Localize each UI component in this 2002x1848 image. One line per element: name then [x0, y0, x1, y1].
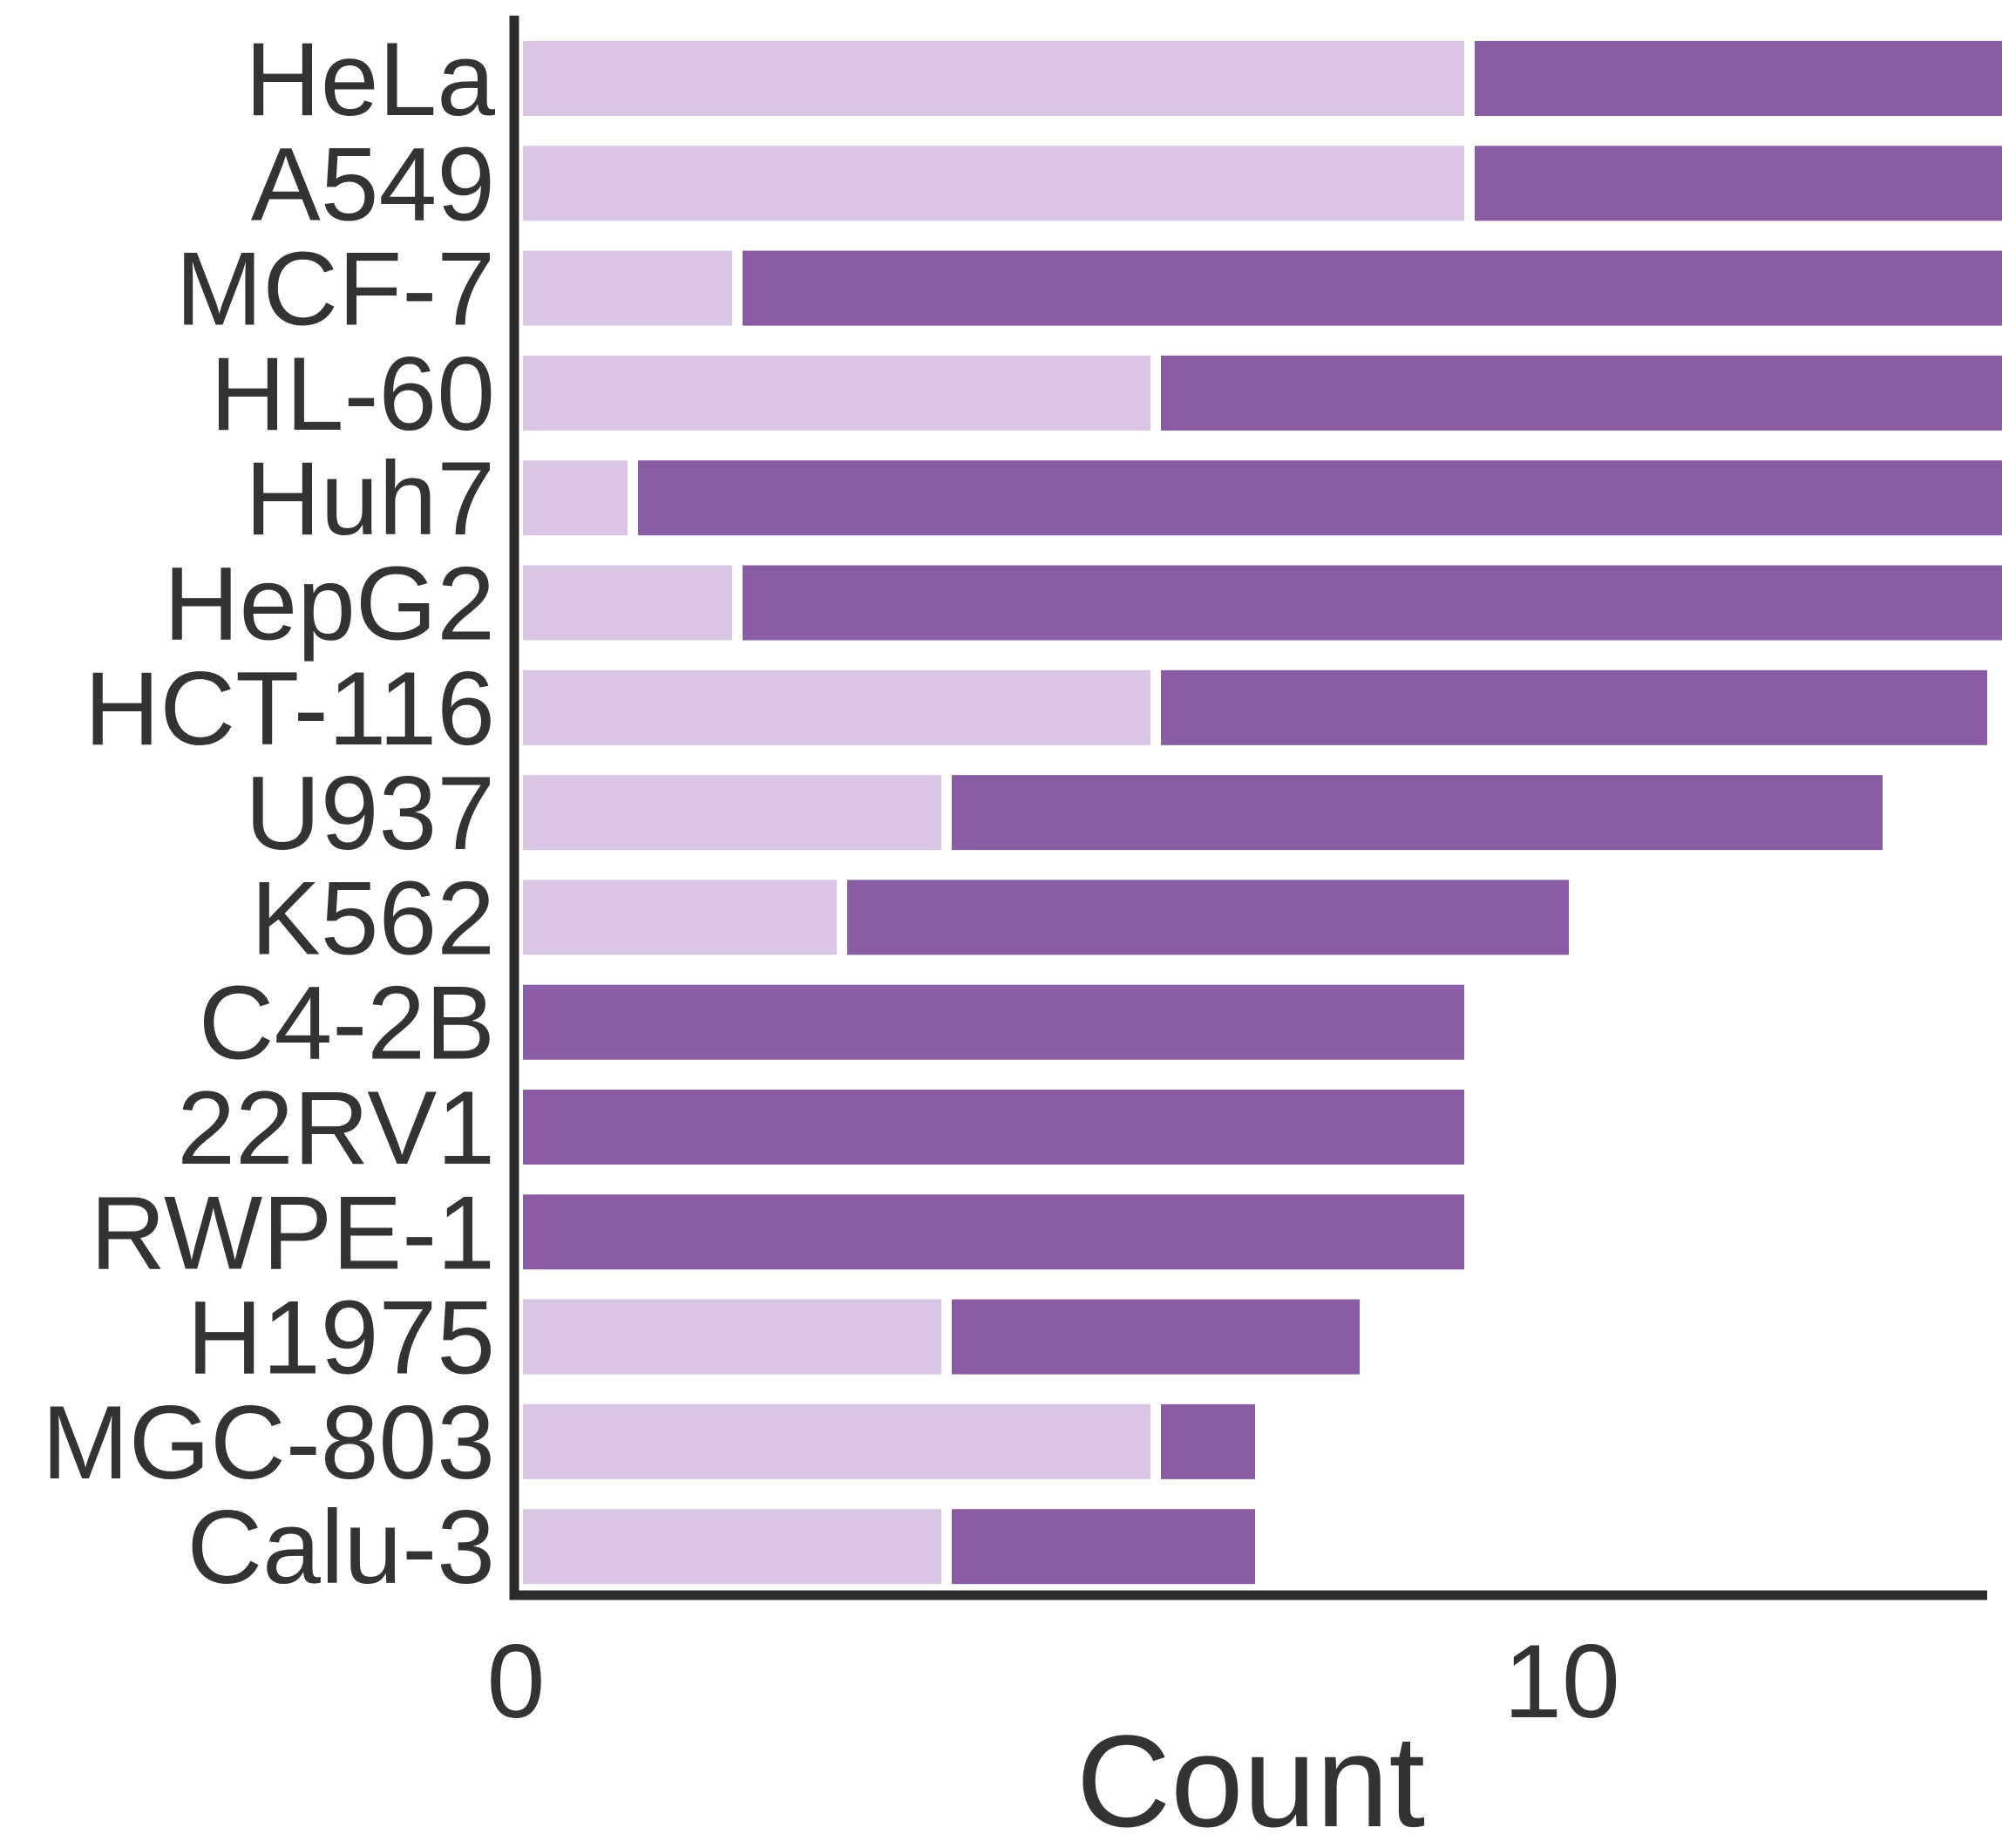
bar-k562-series-2 [847, 880, 1569, 955]
bar-mgc-803-series-1 [523, 1403, 1150, 1479]
bar-h1975-series-1 [523, 1299, 941, 1375]
bars-layer [523, 41, 2002, 1585]
bar-hepg2-series-2 [743, 565, 2002, 641]
bar-hct-116-series-2 [1161, 669, 1987, 745]
bar-hela-series-2 [1475, 41, 2002, 116]
bar-mcf-7-series-1 [523, 250, 732, 326]
category-label-u937: U937 [245, 755, 495, 872]
category-label-mgc-803: MGC-803 [42, 1384, 495, 1501]
bar-c4-2b-series-2 [523, 984, 1464, 1060]
category-label-calu-3: Calu-3 [187, 1489, 496, 1606]
x-axis-title: Count [1076, 1708, 1425, 1848]
category-label-a549: A549 [251, 126, 495, 242]
category-label-rwpe-1: RWPE-1 [90, 1174, 495, 1291]
bar-calu-3-series-2 [952, 1509, 1255, 1585]
category-label-huh7: Huh7 [245, 440, 495, 557]
bar-hl-60-series-2 [1161, 355, 2002, 431]
bar-22rv1-series-2 [523, 1090, 1464, 1165]
category-labels: HeLaA549MCF-7HL-60Huh7HepG2HCT-116U937K5… [42, 21, 495, 1606]
category-label-hela: HeLa [245, 21, 495, 138]
bar-hela-series-1 [523, 41, 1464, 116]
x-tick-label-10: 10 [1503, 1623, 1619, 1740]
category-label-c4-2b: C4-2B [199, 965, 495, 1082]
bar-huh7-series-2 [638, 460, 2002, 536]
bar-hepg2-series-1 [523, 565, 732, 641]
bar-huh7-series-1 [523, 460, 628, 536]
category-label-hl-60: HL-60 [210, 336, 495, 452]
bar-a549-series-2 [1475, 146, 2002, 221]
x-tick-label-0: 0 [487, 1623, 546, 1740]
bar-rwpe-1-series-2 [523, 1194, 1464, 1270]
bar-h1975-series-2 [952, 1299, 1360, 1375]
bar-calu-3-series-1 [523, 1509, 941, 1585]
x-tick-labels: 01020 [487, 1623, 1620, 1740]
category-label-h1975: H1975 [187, 1280, 495, 1396]
bar-hl-60-series-1 [523, 355, 1150, 431]
category-label-22rv1: 22RV1 [177, 1070, 495, 1186]
bar-a549-series-1 [523, 146, 1464, 221]
category-label-mcf-7: MCF-7 [175, 231, 495, 348]
bar-mcf-7-series-2 [743, 250, 2002, 326]
category-label-k562: K562 [251, 859, 495, 976]
category-label-hct-116: HCT-116 [85, 650, 495, 767]
bar-mgc-803-series-2 [1161, 1403, 1255, 1479]
bar-k562-series-1 [523, 880, 837, 955]
bar-u937-series-2 [952, 775, 1883, 851]
bar-u937-series-1 [523, 775, 941, 851]
bar-hct-116-series-1 [523, 669, 1150, 745]
category-label-hepg2: HepG2 [164, 546, 495, 662]
